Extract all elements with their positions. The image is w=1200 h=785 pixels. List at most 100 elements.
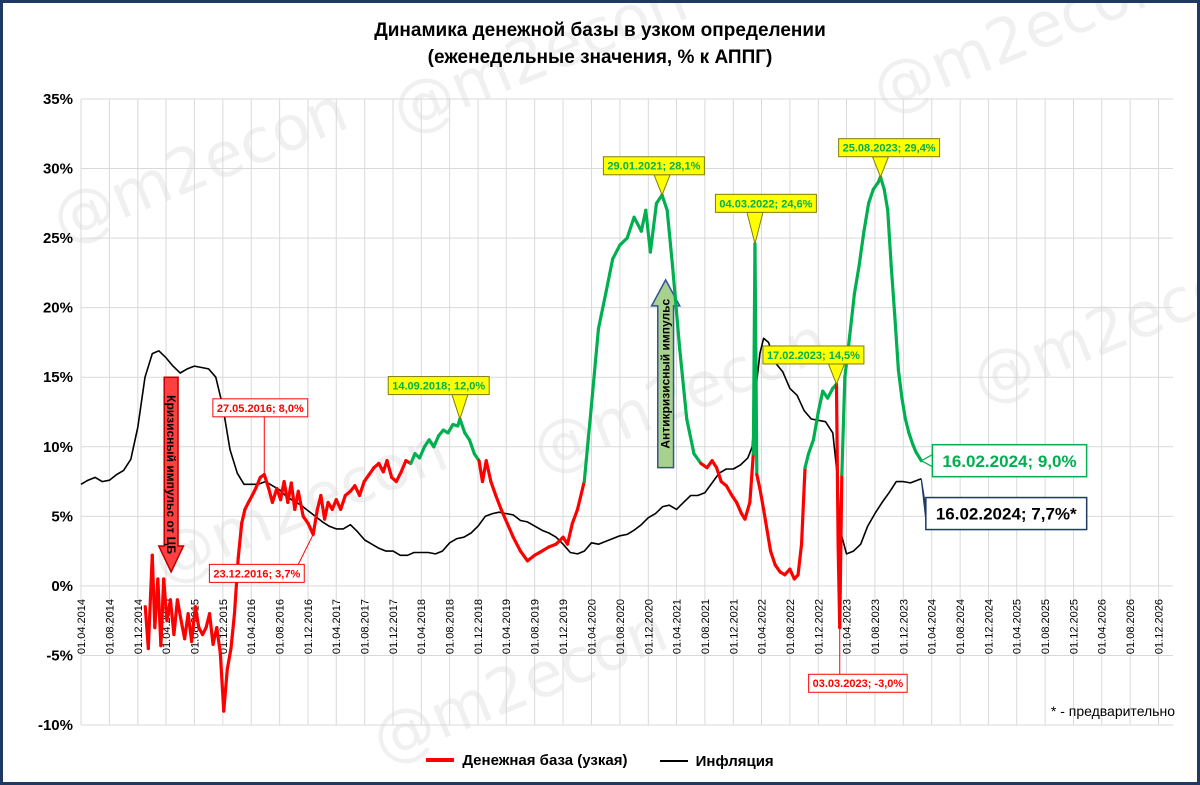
money-base-segment	[914, 450, 923, 463]
money-base-segment	[254, 475, 262, 491]
money-base-segment	[385, 459, 394, 479]
callout-label: 23.12.2016; 3,7%	[213, 568, 300, 580]
legend-item-money-base: Денежная база (узкая)	[426, 752, 627, 769]
money-base-segment	[215, 626, 222, 655]
y-tick-label: -5%	[46, 647, 73, 664]
callout-pointer	[919, 453, 934, 468]
x-tick-label: 01.04.2021	[671, 599, 683, 654]
money-base-segment	[834, 382, 840, 546]
money-base-segment	[755, 473, 762, 491]
callout-box	[714, 193, 817, 213]
money-base-segment	[907, 431, 915, 446]
legend-swatch-inflation	[659, 760, 688, 762]
y-tick-label: 20%	[43, 300, 73, 317]
money-base-segment	[660, 193, 669, 212]
y-tick-label: 0%	[51, 578, 73, 595]
x-tick-label: 01.04.2016	[246, 599, 258, 654]
money-base-segment	[589, 326, 601, 407]
callout-box	[208, 563, 305, 583]
callout-label: 25.08.2023; 29,4%	[843, 143, 936, 155]
callout-box	[931, 443, 1088, 478]
x-tick-label: 01.12.2015	[218, 599, 230, 654]
callout-pointer	[653, 174, 671, 197]
money-base-segment	[322, 500, 330, 521]
money-base-segment	[446, 422, 455, 435]
y-tick-label: 30%	[43, 161, 73, 178]
money-base-segment	[505, 521, 515, 539]
x-tick-label: 01.08.2019	[530, 599, 542, 654]
x-tick-label: 01.12.2020	[643, 599, 655, 654]
callout-label: 17.02.2023; 14,5%	[767, 350, 860, 362]
x-tick-label: 01.12.2018	[473, 599, 485, 654]
x-axis-ticks: 01.04.2014 01.08.2014 01.12.2014 01.04.2015…	[76, 599, 1166, 654]
money-base-segment	[554, 535, 565, 546]
money-base-segment	[816, 389, 825, 414]
money-base-segment	[484, 459, 493, 484]
y-tick-label: 35%	[43, 91, 73, 108]
money-base-segment	[499, 507, 509, 525]
x-tick-label: 01.12.2026	[1154, 599, 1166, 654]
money-base-segment	[240, 507, 247, 525]
money-base-segment	[806, 438, 816, 456]
x-tick-label: 01.12.2019	[558, 599, 570, 654]
crisis-impulse-arrow	[157, 376, 185, 574]
callout-box	[808, 673, 908, 693]
anticrisis-impulse-arrow	[650, 278, 682, 469]
callout-label: 16.02.2024; 7,7%*	[936, 505, 1077, 524]
x-tick-label: 01.04.2017	[331, 599, 343, 654]
money-base-segment	[632, 215, 643, 233]
x-tick-label: 01.12.2023	[898, 599, 910, 654]
x-tick-label: 01.04.2024	[927, 599, 939, 654]
legend-label-inflation: Инфляция	[695, 752, 774, 770]
money-base-segment	[848, 292, 857, 338]
money-base-segment	[665, 208, 675, 268]
x-tick-label: 01.04.2014	[76, 599, 88, 654]
x-tick-label: 01.08.2025	[1040, 599, 1052, 654]
money-base-segment	[618, 236, 629, 247]
impulse-arrows: Кризисный импульс от ЦБ Антикризисный имп…	[157, 278, 682, 574]
money-base-segment	[339, 493, 347, 511]
money-base-segment	[796, 542, 804, 577]
x-tick-label: 01.04.2022	[756, 599, 768, 654]
x-tick-label: 01.08.2020	[615, 599, 627, 654]
x-tick-label: 01.12.2016	[303, 599, 315, 654]
x-tick-label: 01.08.2022	[785, 599, 797, 654]
money-base-segment	[803, 452, 811, 470]
money-base-segment	[867, 187, 875, 205]
callout-box	[925, 496, 1088, 531]
money-base-segment	[692, 452, 703, 466]
legend: Денежная база (узкая) Инфляция	[3, 749, 1197, 770]
callout-box	[212, 398, 309, 418]
money-base-segment	[758, 486, 766, 511]
x-tick-label: 01.12.2025	[1069, 599, 1081, 654]
money-base-segment	[670, 264, 682, 351]
title-line-1: Динамика денежной базы в узком определен…	[374, 20, 826, 41]
callout-label: 04.03.2022; 24,6%	[719, 198, 812, 210]
callout-pointer	[746, 211, 764, 244]
legend-label-money-base: Денежная база (узкая)	[462, 751, 628, 769]
x-tick-label: 01.04.2018	[416, 599, 428, 654]
x-tick-label: 01.08.2017	[360, 599, 372, 654]
callout-label: 27.05.2016; 8,0%	[217, 403, 304, 415]
watermark-text: @m2econ	[41, 73, 357, 257]
money-base-segment	[432, 434, 441, 449]
money-base-segment	[685, 417, 696, 456]
money-base-segment	[511, 535, 523, 553]
money-base-segment	[565, 521, 574, 546]
money-base-segment	[582, 403, 594, 484]
callout-label: 29.01.2021; 28,1%	[607, 161, 700, 173]
callout-label: 03.03.2023; -3,0%	[813, 678, 904, 690]
money-base-segment	[162, 577, 169, 623]
y-tick-label: 10%	[43, 439, 73, 456]
money-base-segment	[826, 386, 835, 400]
x-tick-label: 01.08.2018	[445, 599, 457, 654]
money-base-segment	[840, 375, 847, 477]
money-base-segment	[900, 396, 908, 421]
money-base-segment	[882, 187, 890, 212]
money-base-segment	[296, 489, 305, 518]
callout-label: 14.09.2018; 12,0%	[392, 381, 485, 393]
x-tick-label: 01.12.2024	[984, 599, 996, 654]
money-base-segment	[225, 646, 233, 671]
money-base-segment	[748, 452, 755, 505]
x-tick-label: 01.08.2026	[1125, 599, 1137, 654]
